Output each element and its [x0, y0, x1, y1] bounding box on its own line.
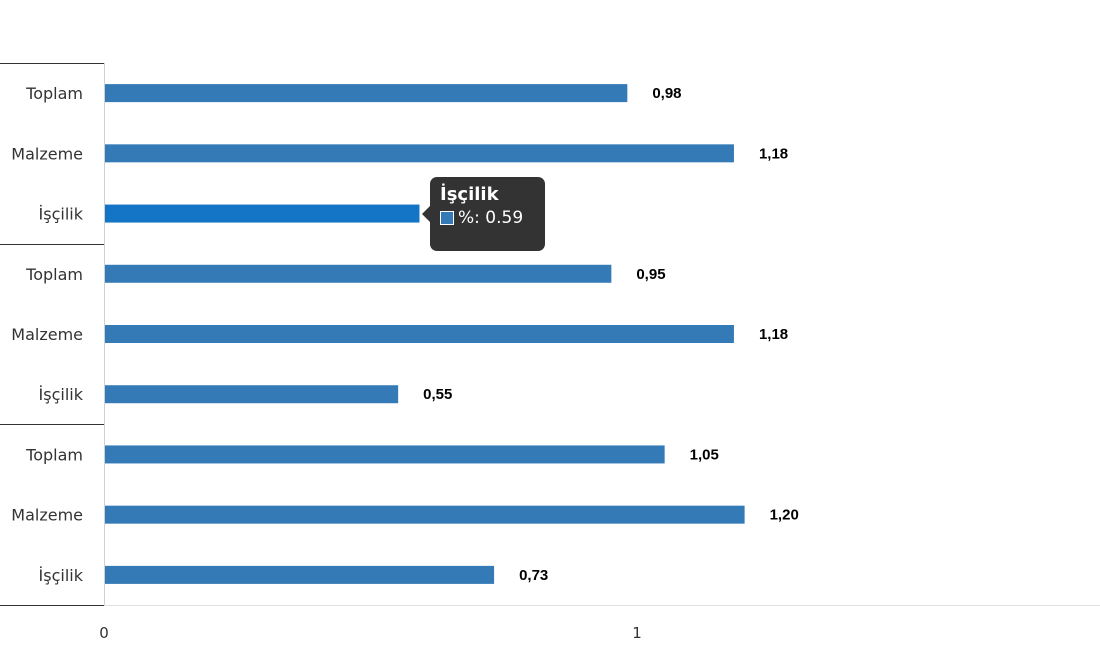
category-label: İşçilik	[39, 566, 84, 585]
bar[interactable]	[105, 264, 612, 283]
tooltip-value: %: 0.59	[458, 208, 524, 228]
data-label: 1,18	[759, 145, 788, 162]
bar[interactable]	[105, 565, 495, 584]
data-label: 0,95	[636, 266, 665, 283]
x-tick-label: 1	[632, 624, 642, 642]
bar[interactable]	[105, 204, 420, 223]
category-label: İşçilik	[39, 205, 84, 224]
bar[interactable]	[105, 84, 628, 103]
data-label: 0,55	[423, 386, 452, 403]
bar[interactable]	[105, 445, 665, 464]
tooltip-title: İşçilik	[440, 184, 499, 205]
data-label: 1,20	[770, 507, 799, 524]
bar[interactable]	[105, 144, 734, 163]
category-label: Malzeme	[11, 325, 83, 344]
tooltip-series-swatch	[440, 211, 454, 225]
bar[interactable]	[105, 325, 734, 343]
data-label: 1,05	[690, 446, 719, 463]
category-label: Toplam	[25, 265, 83, 284]
chart-tooltip: İşçilik %: 0.59	[422, 177, 545, 251]
category-label: Malzeme	[11, 506, 83, 525]
category-label: Malzeme	[11, 144, 83, 163]
category-label: Toplam	[25, 84, 83, 103]
category-label: Toplam	[25, 445, 83, 464]
bar[interactable]	[105, 505, 745, 524]
data-label: 0,98	[652, 85, 681, 102]
data-label: 1,18	[759, 326, 788, 343]
tooltip-row: %: 0.59	[440, 207, 535, 229]
x-tick-label: 0	[99, 624, 109, 642]
category-label: İşçilik	[39, 385, 84, 404]
data-label: 0,73	[519, 567, 548, 584]
bar[interactable]	[105, 385, 399, 404]
